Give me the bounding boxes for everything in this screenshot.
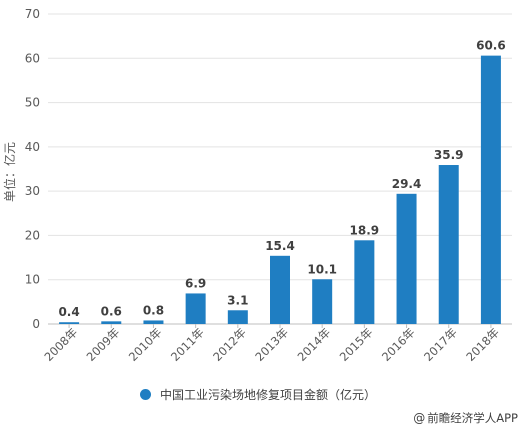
x-tick-label: 2012年 bbox=[210, 325, 249, 364]
bar bbox=[480, 55, 501, 324]
y-tick-label: 60 bbox=[25, 51, 40, 65]
x-tick-label: 2017年 bbox=[421, 325, 460, 364]
credit-at-icon: @ bbox=[413, 411, 426, 425]
bar bbox=[101, 321, 122, 324]
data-label: 0.4 bbox=[58, 305, 79, 319]
credit-text: 前瞻经济学人APP bbox=[427, 411, 518, 425]
data-label: 6.9 bbox=[185, 276, 206, 290]
bar bbox=[270, 255, 290, 324]
bar bbox=[185, 293, 206, 324]
x-tick-label: 2013年 bbox=[252, 325, 291, 364]
bar bbox=[438, 165, 459, 324]
y-tick-label: 30 bbox=[25, 184, 40, 198]
data-label: 29.4 bbox=[392, 177, 422, 191]
source-credit: @ 前瞻经济学人APP bbox=[413, 410, 518, 426]
legend-label: 中国工业污染场地修复项目金额（亿元） bbox=[160, 387, 377, 402]
bar bbox=[312, 279, 333, 324]
x-tick-label: 2016年 bbox=[379, 325, 418, 364]
x-tick-label: 2008年 bbox=[41, 325, 80, 364]
bar bbox=[59, 322, 80, 324]
data-label: 35.9 bbox=[434, 148, 464, 162]
data-labels: 0.4 0.6 0.8 6.9 3.1 15.4 10.1 18.9 29.4 35.9 60.6 bbox=[58, 39, 505, 320]
y-tick-label: 70 bbox=[25, 7, 40, 21]
x-tick-label: 2014年 bbox=[295, 325, 334, 364]
x-tick-label: 2011年 bbox=[168, 325, 207, 364]
y-tick-label: 20 bbox=[25, 228, 40, 242]
x-tick-label: 2018年 bbox=[463, 325, 502, 364]
y-axis: 0 10 20 30 40 50 60 70 bbox=[25, 7, 40, 331]
bars bbox=[59, 55, 501, 324]
y-tick-label: 50 bbox=[25, 96, 40, 110]
x-tick-label: 2015年 bbox=[337, 325, 376, 364]
x-axis: 2008年 2009年 2010年 2011年 2012年 2013年 2014年 2015年… bbox=[41, 324, 502, 364]
x-tick-label: 2009年 bbox=[84, 325, 123, 364]
data-label: 0.8 bbox=[143, 303, 164, 317]
data-label: 0.6 bbox=[101, 304, 122, 318]
bar bbox=[143, 320, 164, 324]
data-label: 10.1 bbox=[307, 262, 337, 276]
bar bbox=[227, 310, 248, 324]
data-label: 15.4 bbox=[265, 239, 295, 253]
legend-swatch bbox=[140, 388, 151, 400]
data-label: 3.1 bbox=[227, 293, 248, 307]
y-axis-label: 单位：亿元 bbox=[2, 142, 17, 202]
gridlines bbox=[48, 13, 512, 325]
bar bbox=[396, 193, 417, 324]
x-tick-label: 2010年 bbox=[126, 325, 165, 364]
y-tick-label: 40 bbox=[25, 140, 40, 154]
legend: 中国工业污染场地修复项目金额（亿元） bbox=[140, 386, 376, 402]
data-label: 60.6 bbox=[476, 39, 506, 53]
data-label: 18.9 bbox=[350, 223, 380, 237]
y-tick-label: 0 bbox=[32, 317, 40, 331]
bar bbox=[354, 240, 375, 324]
y-tick-label: 10 bbox=[25, 273, 40, 287]
